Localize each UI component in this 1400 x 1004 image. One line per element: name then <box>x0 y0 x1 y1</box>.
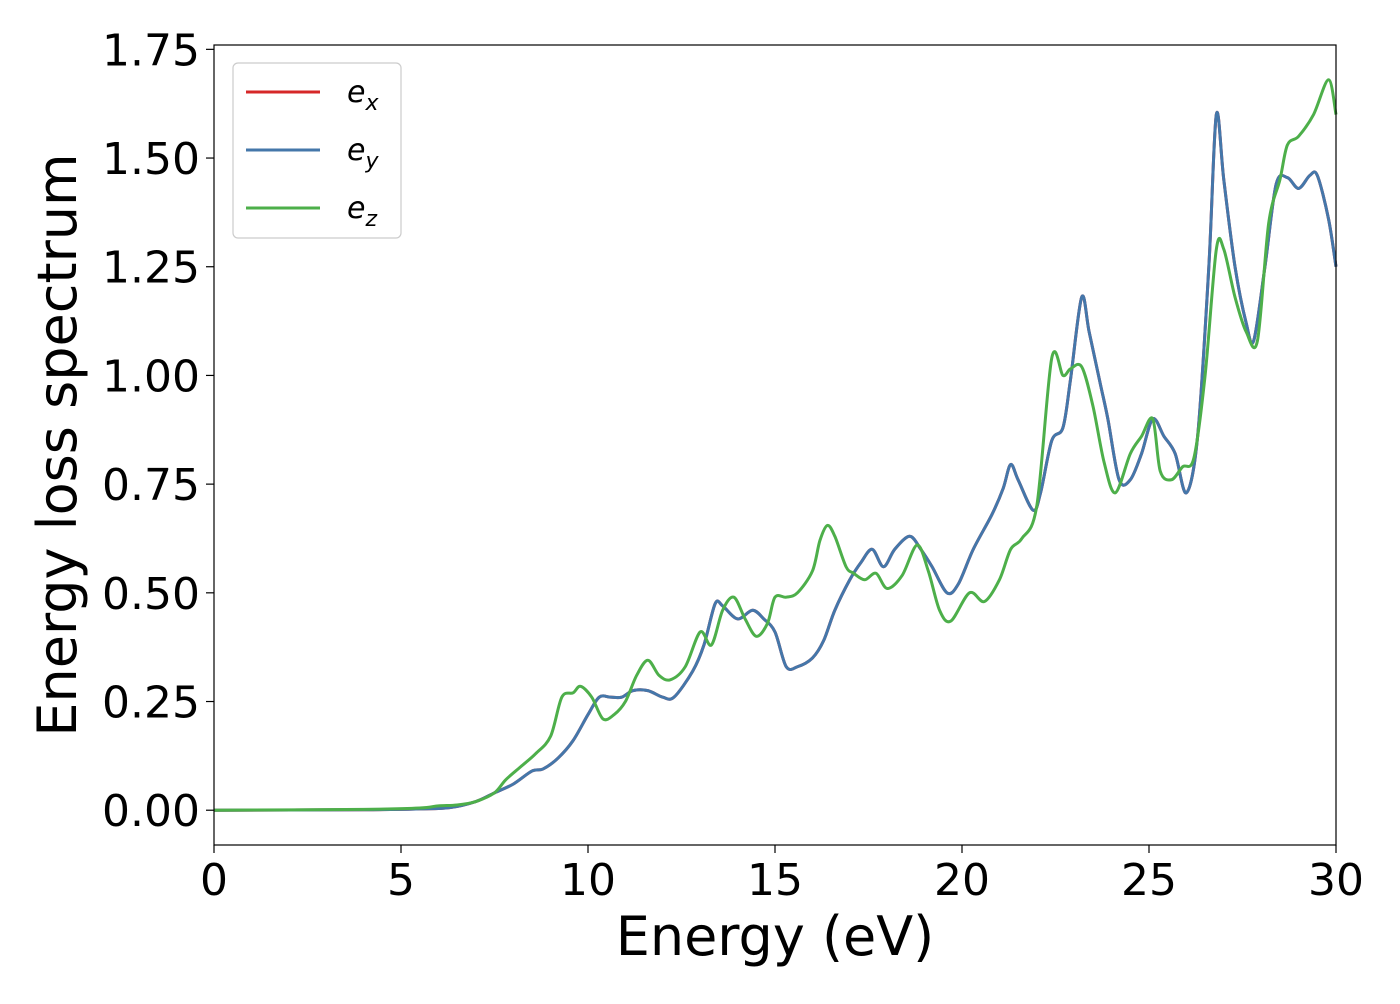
x-tick-label: 15 <box>747 855 803 906</box>
y-tick-label: 0.25 <box>102 678 200 729</box>
y-tick-label: 0.75 <box>102 460 200 511</box>
y-tick-label: 1.50 <box>102 134 200 185</box>
series-layer <box>213 78 1338 812</box>
series-line-ez <box>213 78 1338 812</box>
x-axis-ticks: 0 5 10 15 20 25 30 <box>200 845 1364 906</box>
x-tick-label: 20 <box>934 855 990 906</box>
legend-label-ez: ez <box>347 191 377 232</box>
x-axis-label: Energy (eV) <box>616 905 935 968</box>
y-tick-label: 1.75 <box>102 25 200 76</box>
legend-label-ey: ey <box>347 133 379 174</box>
y-tick-label: 0.50 <box>102 569 200 620</box>
legend: ex ey ez <box>232 62 402 239</box>
y-tick-label: 1.00 <box>102 351 200 402</box>
x-tick-label: 25 <box>1121 855 1177 906</box>
y-axis-label: Energy loss spectrum <box>26 153 89 736</box>
x-tick-label: 0 <box>200 855 228 906</box>
legend-label-ex: ex <box>347 75 379 116</box>
x-tick-label: 30 <box>1308 855 1364 906</box>
x-tick-label: 5 <box>387 855 415 906</box>
series-line-ey <box>213 110 1338 812</box>
y-axis-ticks: 0.00 0.25 0.50 0.75 1.00 1.25 1.50 1.75 <box>102 25 214 837</box>
y-tick-label: 0.00 <box>102 786 200 837</box>
x-tick-label: 10 <box>560 855 616 906</box>
y-tick-label: 1.25 <box>102 243 200 294</box>
